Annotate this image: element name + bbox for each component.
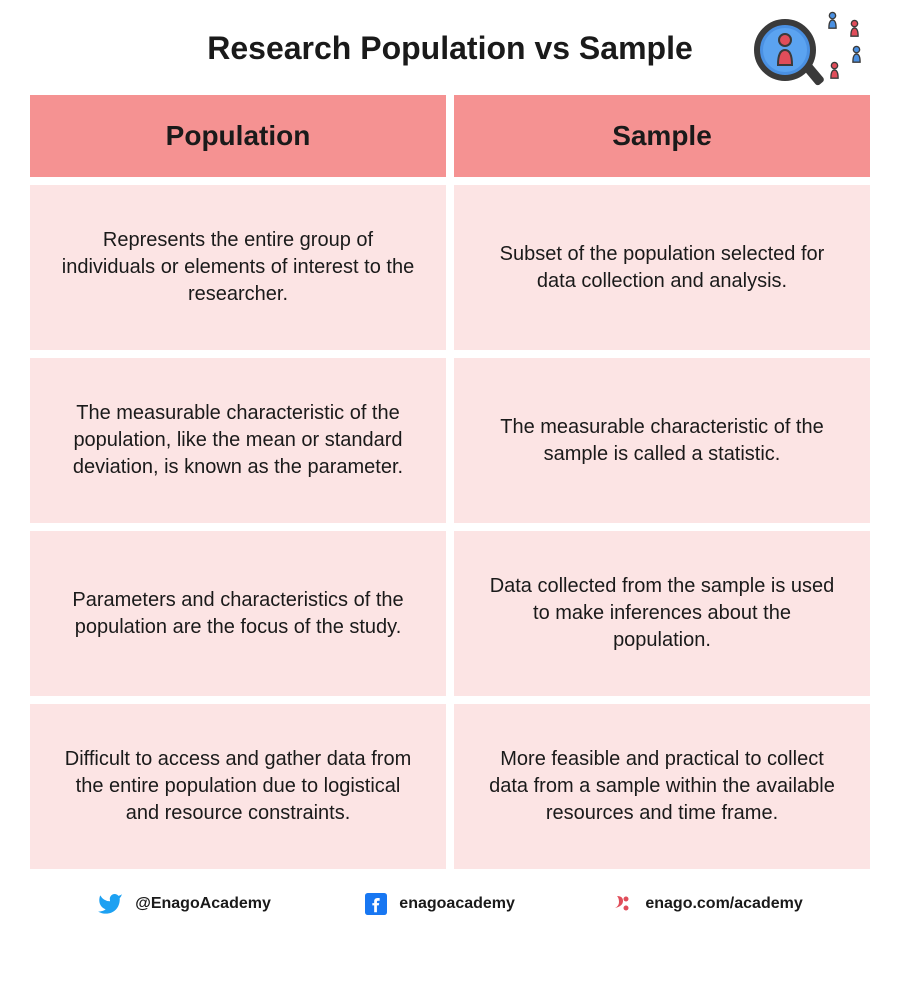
facebook-handle: enagoacademy [399,895,515,913]
cell-sample: More feasible and practical to collect d… [454,704,870,869]
table-row: Represents the entire group of individua… [30,185,870,350]
column-header-population: Population [30,95,446,177]
social-twitter: @EnagoAcademy [97,891,271,917]
table-row: The measurable characteristic of the pop… [30,358,870,523]
population-sample-illustration [750,10,880,100]
twitter-icon [97,891,123,917]
cell-sample: The measurable characteristic of the sam… [454,358,870,523]
table-header-row: Population Sample [30,95,870,177]
cell-sample: Subset of the population selected for da… [454,185,870,350]
cell-population: Represents the entire group of individua… [30,185,446,350]
social-facebook: enagoacademy [365,893,515,915]
cell-population: The measurable characteristic of the pop… [30,358,446,523]
facebook-icon [365,893,387,915]
cell-sample: Data collected from the sample is used t… [454,531,870,696]
cell-population: Difficult to access and gather data from… [30,704,446,869]
twitter-handle: @EnagoAcademy [135,895,271,913]
comparison-table: Population Sample Represents the entire … [30,95,870,869]
table-row: Difficult to access and gather data from… [30,704,870,869]
table-row: Parameters and characteristics of the po… [30,531,870,696]
header: Research Population vs Sample [30,30,870,67]
column-header-sample: Sample [454,95,870,177]
social-brand: enago.com/academy [609,892,802,916]
brand-icon [609,892,633,916]
page-title: Research Population vs Sample [30,30,870,67]
cell-population: Parameters and characteristics of the po… [30,531,446,696]
footer: @EnagoAcademy enagoacademy enago.com/aca… [30,891,870,917]
brand-handle: enago.com/academy [645,895,802,913]
